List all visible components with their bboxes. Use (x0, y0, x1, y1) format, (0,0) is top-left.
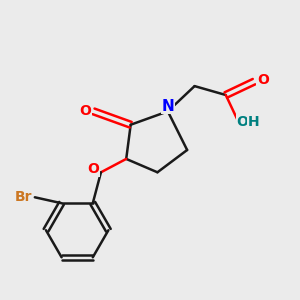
Text: H: H (247, 115, 259, 129)
Text: O: O (79, 104, 91, 118)
Text: O: O (88, 162, 100, 176)
Text: N: N (161, 98, 174, 113)
Text: O: O (236, 115, 248, 129)
Text: Br: Br (15, 190, 32, 204)
Text: O: O (257, 73, 269, 87)
